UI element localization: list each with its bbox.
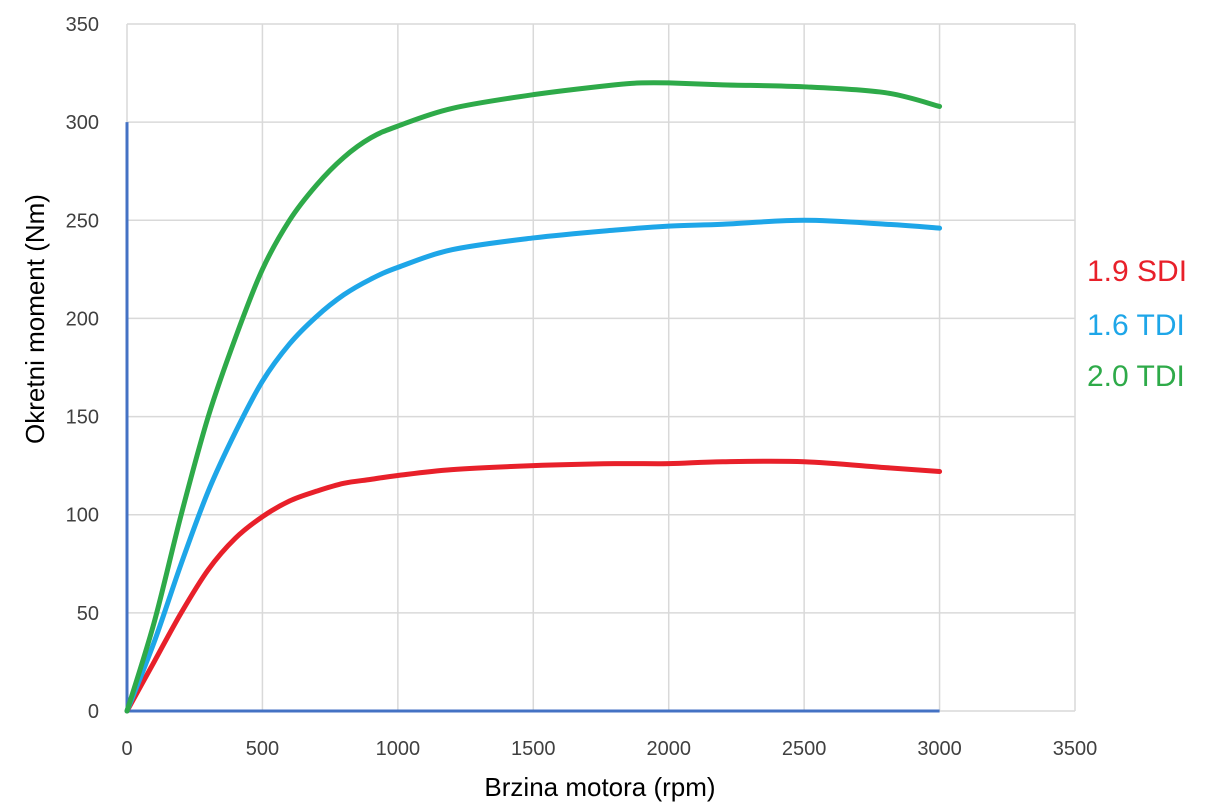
- x-tick-label: 500: [246, 738, 279, 760]
- legend-item-1-9-sdi: 1.9 SDI: [1087, 255, 1187, 288]
- x-axis-title: Brzina motora (rpm): [484, 772, 715, 802]
- y-tick-label: 300: [66, 112, 99, 134]
- x-tick-label: 2500: [782, 738, 827, 760]
- y-tick-label: 250: [66, 210, 99, 232]
- y-tick-label: 0: [88, 701, 99, 723]
- x-tick-label: 3500: [1053, 738, 1098, 760]
- x-tick-label: 1500: [511, 738, 556, 760]
- legend-item-2-0-tdi: 2.0 TDI: [1087, 360, 1185, 393]
- reference-lines: [125, 122, 940, 713]
- legend-item-1-6-tdi: 1.6 TDI: [1087, 309, 1185, 342]
- y-tick-label: 350: [66, 14, 99, 36]
- x-tick-label: 3000: [917, 738, 962, 760]
- grid-lines: [126, 23, 1076, 712]
- x-tick-label: 2000: [646, 738, 691, 760]
- series-line-1-6-tdi: [124, 217, 943, 714]
- series-lines: [124, 80, 943, 714]
- y-tick-label: 200: [66, 308, 99, 330]
- y-tick-label: 100: [66, 505, 99, 527]
- x-tick-labels: 0 500 1000 1500 2000 2500 3000 3500: [121, 738, 1097, 760]
- series-line-1-9-sdi: [124, 458, 943, 714]
- x-tick-label: 0: [121, 738, 132, 760]
- series-line-2-0-tdi: [124, 80, 943, 714]
- y-axis-title: Okretni moment (Nm): [20, 194, 50, 444]
- y-tick-labels: 0 50 100 150 200 250 300 350: [66, 14, 99, 723]
- y-tick-label: 50: [77, 603, 99, 625]
- x-tick-label: 1000: [376, 738, 421, 760]
- legend: 1.9 SDI 1.6 TDI 2.0 TDI: [1087, 255, 1187, 393]
- y-tick-label: 150: [66, 407, 99, 429]
